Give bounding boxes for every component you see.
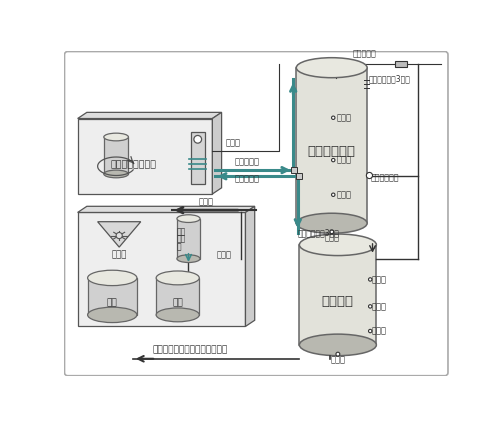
Text: 油气: 油气 xyxy=(176,227,186,236)
Text: 循环进水管: 循环进水管 xyxy=(234,174,260,183)
Circle shape xyxy=(368,330,372,333)
FancyBboxPatch shape xyxy=(64,52,448,376)
Text: 热水到保温塔: 热水到保温塔 xyxy=(371,173,400,182)
Ellipse shape xyxy=(296,213,367,233)
Text: 回油管: 回油管 xyxy=(198,197,214,206)
Bar xyxy=(177,219,200,258)
Text: 补水电磁阀: 补水电磁阀 xyxy=(352,49,376,58)
Bar xyxy=(296,173,302,179)
Text: 循环回水管: 循环回水管 xyxy=(234,157,260,166)
Ellipse shape xyxy=(88,270,137,286)
Ellipse shape xyxy=(177,255,200,263)
Text: 底水位: 底水位 xyxy=(372,327,387,335)
Text: 温控线: 温控线 xyxy=(226,138,240,148)
Circle shape xyxy=(194,135,202,143)
Polygon shape xyxy=(78,206,254,212)
Text: 保温水塔: 保温水塔 xyxy=(322,294,354,308)
Bar xyxy=(78,212,245,327)
Bar xyxy=(78,118,212,194)
Bar xyxy=(395,61,407,67)
Text: 分离: 分离 xyxy=(176,235,186,244)
Bar xyxy=(88,278,137,315)
Polygon shape xyxy=(78,113,222,118)
Circle shape xyxy=(330,230,334,233)
Text: 电机: 电机 xyxy=(107,298,118,307)
Text: 空压机热能转换机: 空压机热能转换机 xyxy=(110,160,156,169)
Polygon shape xyxy=(246,206,254,327)
Text: 中水位: 中水位 xyxy=(372,302,387,311)
Circle shape xyxy=(116,233,122,239)
Circle shape xyxy=(336,352,340,356)
Ellipse shape xyxy=(300,234,376,255)
Text: 底水位: 底水位 xyxy=(336,190,351,199)
Text: 过油管: 过油管 xyxy=(216,250,231,259)
Bar xyxy=(104,137,128,174)
Text: 水位感应线（3条）: 水位感应线（3条） xyxy=(298,228,340,238)
Bar xyxy=(300,245,376,345)
Text: 高水位: 高水位 xyxy=(336,113,351,122)
Ellipse shape xyxy=(296,58,367,78)
Polygon shape xyxy=(212,113,222,194)
Bar xyxy=(156,278,200,315)
Text: 排污口: 排污口 xyxy=(324,233,339,242)
Circle shape xyxy=(366,173,372,179)
Text: 循环保温水塔: 循环保温水塔 xyxy=(308,145,356,158)
Ellipse shape xyxy=(300,334,376,356)
Ellipse shape xyxy=(156,271,200,285)
Text: 送热水到每层楼或用热水的地方: 送热水到每层楼或用热水的地方 xyxy=(152,346,228,354)
Ellipse shape xyxy=(156,308,200,322)
Text: 散热器: 散热器 xyxy=(112,250,127,259)
Ellipse shape xyxy=(104,170,128,178)
Polygon shape xyxy=(98,222,141,247)
Bar xyxy=(191,132,204,184)
Bar xyxy=(291,167,297,173)
Circle shape xyxy=(332,116,335,119)
Ellipse shape xyxy=(177,215,200,222)
Circle shape xyxy=(332,158,335,162)
Circle shape xyxy=(368,278,372,281)
Text: 器: 器 xyxy=(176,242,181,251)
Text: 排污口: 排污口 xyxy=(330,356,345,365)
Bar xyxy=(296,68,367,223)
Text: 机头: 机头 xyxy=(172,298,183,307)
Circle shape xyxy=(332,193,335,196)
Text: 高水位: 高水位 xyxy=(372,275,387,284)
Text: 水位感应线（3条）: 水位感应线（3条） xyxy=(368,74,410,84)
Ellipse shape xyxy=(88,307,137,323)
Text: 中水位: 中水位 xyxy=(336,156,351,165)
Ellipse shape xyxy=(104,133,128,141)
Circle shape xyxy=(368,305,372,308)
